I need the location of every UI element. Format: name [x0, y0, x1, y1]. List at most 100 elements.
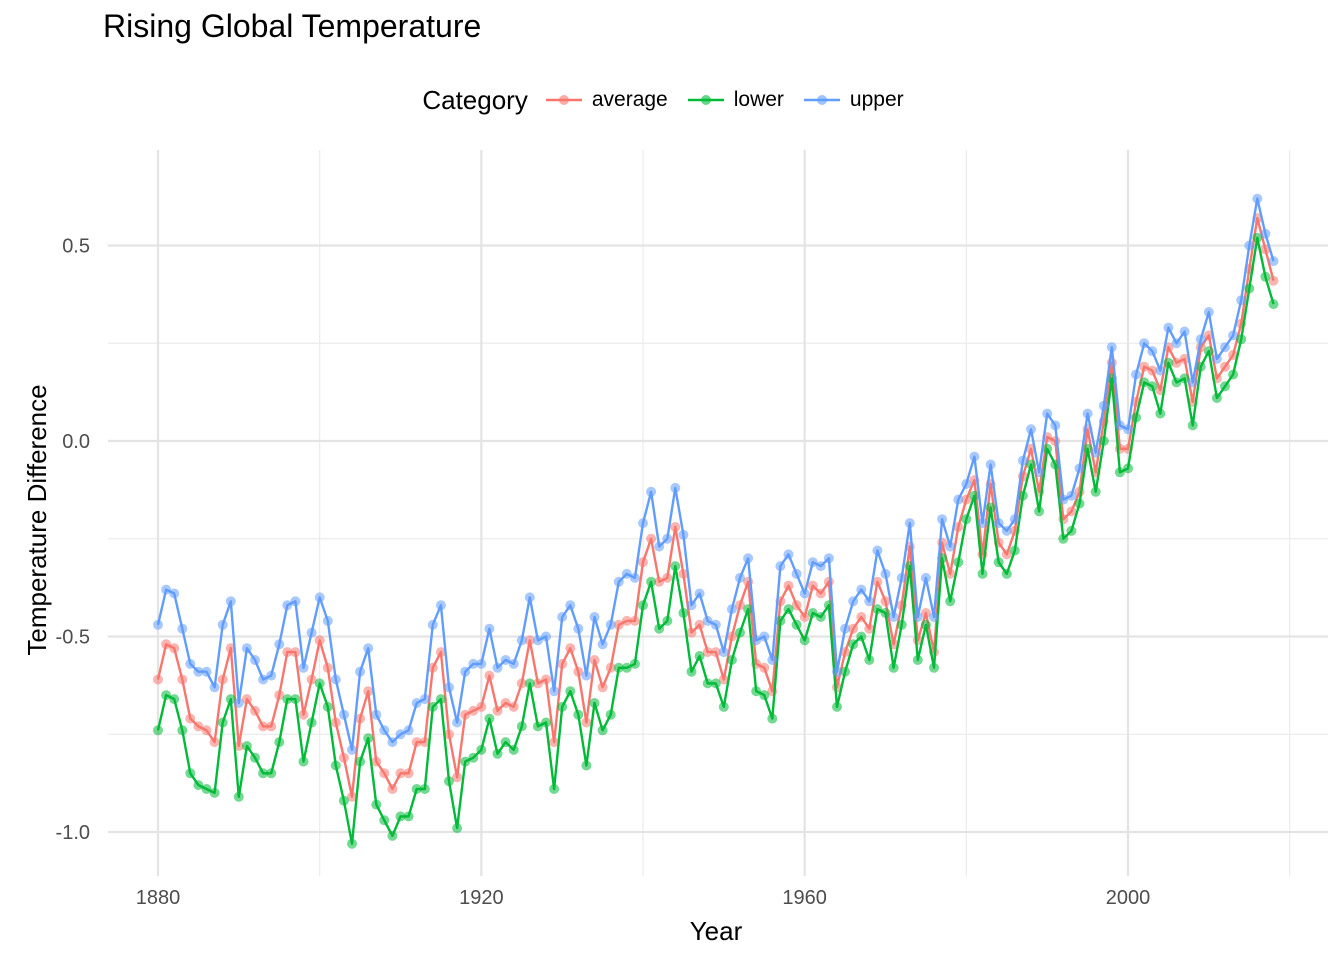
- data-point-average: [597, 682, 608, 693]
- data-point-average: [815, 588, 826, 599]
- data-point-upper: [524, 592, 535, 603]
- y-tick-label: -0.5: [56, 627, 90, 649]
- legend-label-lower: lower: [733, 88, 784, 111]
- chart-title: Rising Global Temperature: [103, 8, 482, 44]
- data-point-upper: [985, 459, 996, 470]
- data-point-upper: [355, 666, 366, 677]
- data-point-upper: [969, 451, 980, 462]
- data-point-upper: [1082, 408, 1093, 419]
- data-point-upper: [290, 596, 301, 607]
- data-point-upper: [896, 572, 907, 583]
- data-point-upper: [1098, 400, 1109, 411]
- data-point-lower: [799, 635, 810, 646]
- data-point-average: [532, 678, 543, 689]
- data-point-upper: [330, 674, 341, 685]
- data-point-average: [492, 705, 503, 716]
- data-point-average: [565, 643, 576, 654]
- data-point-lower: [807, 608, 818, 618]
- data-point-average: [452, 772, 463, 783]
- data-point-upper: [1260, 228, 1271, 239]
- data-point-lower: [1220, 381, 1230, 392]
- data-point-lower: [169, 694, 180, 705]
- data-point-lower: [686, 666, 697, 677]
- data-point-lower: [1139, 377, 1150, 388]
- data-point-upper: [702, 615, 713, 626]
- data-point-upper: [322, 615, 333, 626]
- data-point-lower: [233, 791, 244, 802]
- data-point-upper: [516, 635, 527, 646]
- data-point-upper: [395, 729, 406, 740]
- data-point-upper: [347, 744, 357, 755]
- data-point-average: [726, 631, 737, 642]
- legend-title: Category: [422, 84, 528, 115]
- data-point-lower: [306, 717, 317, 728]
- data-point-lower: [953, 557, 964, 568]
- data-point-upper: [452, 717, 463, 728]
- data-point-upper: [1034, 467, 1045, 478]
- data-point-upper: [872, 545, 883, 556]
- data-point-average: [298, 709, 309, 720]
- data-point-average: [282, 647, 293, 658]
- data-point-lower: [581, 760, 592, 771]
- data-point-lower: [985, 502, 996, 513]
- data-point-average: [1050, 436, 1061, 446]
- data-point-upper: [419, 694, 430, 705]
- data-point-upper: [1252, 193, 1263, 204]
- data-point-upper: [476, 658, 487, 669]
- data-point-average: [710, 647, 721, 658]
- data-point-average: [274, 690, 285, 701]
- data-point-average: [484, 670, 495, 681]
- data-point-lower: [1203, 346, 1214, 357]
- data-point-lower: [629, 658, 640, 669]
- data-point-average: [961, 494, 972, 505]
- data-point-lower: [387, 830, 398, 841]
- data-point-average: [355, 713, 366, 724]
- data-point-average: [379, 768, 390, 779]
- data-point-upper: [880, 568, 891, 579]
- data-point-lower: [290, 694, 301, 705]
- data-point-upper: [1155, 365, 1166, 376]
- data-point-lower: [1123, 463, 1133, 474]
- data-point-lower: [1009, 545, 1020, 556]
- data-point-average: [799, 612, 810, 622]
- data-point-lower: [1098, 436, 1109, 446]
- data-point-average: [646, 533, 657, 544]
- data-point-average: [662, 572, 673, 583]
- data-point-upper: [605, 619, 616, 630]
- data-point-upper: [662, 533, 673, 544]
- data-point-lower: [589, 698, 600, 708]
- data-point-average: [177, 674, 188, 685]
- data-point-upper: [532, 635, 543, 646]
- data-point-upper: [686, 600, 697, 611]
- data-point-upper: [1220, 342, 1230, 353]
- data-point-upper: [1187, 377, 1198, 388]
- data-point-upper: [1090, 447, 1101, 458]
- data-point-average: [1139, 361, 1150, 372]
- data-point-upper: [549, 686, 560, 697]
- data-point-lower: [702, 678, 713, 689]
- data-point-average: [395, 768, 406, 779]
- data-point-upper: [638, 518, 648, 529]
- data-point-lower: [298, 756, 309, 767]
- data-point-upper: [161, 584, 172, 595]
- data-point-lower: [427, 701, 438, 712]
- data-point-lower: [347, 838, 357, 849]
- data-point-average: [848, 623, 859, 634]
- data-point-upper: [1211, 353, 1222, 364]
- data-point-upper: [678, 529, 689, 540]
- data-point-lower: [888, 662, 899, 673]
- data-point-average: [541, 674, 551, 685]
- data-point-upper: [937, 514, 948, 525]
- data-point-lower: [662, 615, 673, 626]
- data-point-upper: [201, 666, 212, 677]
- data-point-lower: [1114, 467, 1125, 478]
- data-point-lower: [371, 799, 382, 810]
- data-point-upper: [298, 662, 309, 673]
- data-point-lower: [476, 744, 487, 755]
- data-point-average: [735, 600, 745, 611]
- data-point-upper: [1244, 240, 1255, 251]
- data-point-lower: [880, 608, 891, 618]
- data-point-average: [1179, 353, 1190, 364]
- data-point-upper: [468, 658, 479, 669]
- data-point-upper: [500, 655, 511, 665]
